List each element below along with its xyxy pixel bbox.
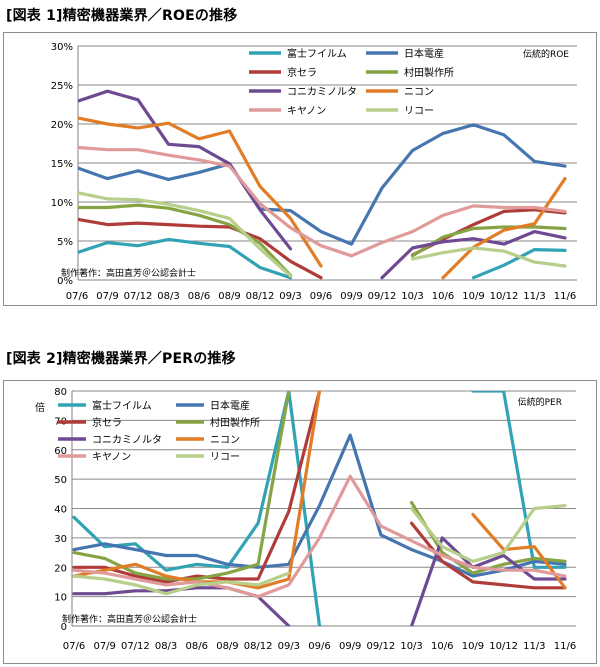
per-chart: 0102030405060708007/607/907/1208/308/608… xyxy=(3,380,597,664)
x-tick-label: 11/6 xyxy=(554,291,576,302)
legend-label: 村田製作所 xyxy=(210,416,260,429)
x-tick-label: 09/12 xyxy=(366,641,395,652)
y-tick-label: 40 xyxy=(54,505,67,516)
y-tick-label: 25% xyxy=(51,81,73,92)
per-chart-svg: 0102030405060708007/607/907/1208/308/608… xyxy=(35,387,576,652)
chart2-title: [図表 2]精密機器業界／PERの推移 xyxy=(6,351,236,367)
y-tick-label: 80 xyxy=(54,387,67,398)
chart-credit: 制作著作：高田直芳＠公認会計士 xyxy=(62,613,197,625)
y-tick-label: 50 xyxy=(54,475,67,486)
legend-label: キヤノン xyxy=(92,452,131,463)
y-tick-label: 30% xyxy=(51,42,73,53)
x-tick-label: 07/6 xyxy=(66,291,88,302)
series-line-3 xyxy=(78,203,567,277)
legend-label: ニコン xyxy=(210,435,240,446)
y-tick-label: 60 xyxy=(54,446,67,457)
y-tick-label: 30 xyxy=(54,534,67,545)
y-tick-label: 0% xyxy=(57,276,73,287)
x-tick-label: 09/9 xyxy=(339,641,361,652)
x-tick-label: 07/9 xyxy=(93,641,115,652)
roe-chart-svg: 0% 5% 10% 15% 20% 25% 30% 07/6 07/9 07/12 08/3 08/6… xyxy=(51,42,577,302)
legend-label: 日本電産 xyxy=(404,47,444,60)
x-tick-label: 11/3 xyxy=(523,291,545,302)
x-tick-label: 08/3 xyxy=(155,641,177,652)
x-tick-label: 09/3 xyxy=(278,641,300,652)
x-tick-label: 11/6 xyxy=(554,641,576,652)
x-tick-label: 09/6 xyxy=(310,291,332,302)
y-tick-label: 15% xyxy=(51,159,73,170)
legend-label: 京セラ xyxy=(92,416,122,429)
legend-label: リコー xyxy=(210,452,240,463)
series-line-5 xyxy=(78,116,567,280)
x-tick-label: 10/6 xyxy=(431,641,453,652)
series-lines xyxy=(72,391,567,626)
y-tick-label: 20 xyxy=(54,563,67,574)
x-tick-label: 09/9 xyxy=(340,291,362,302)
legend-label: コニカミノルタ xyxy=(287,86,357,98)
x-tick-label: 10/3 xyxy=(400,641,422,652)
series-line-6 xyxy=(72,474,567,599)
x-tick-label: 11/3 xyxy=(523,641,545,652)
legend-label: 日本電産 xyxy=(210,399,250,412)
chart-annotation: 伝統的ROE xyxy=(523,48,569,60)
x-tick-label: 07/6 xyxy=(63,641,85,652)
chart-annotation: 伝統的PER xyxy=(518,396,562,408)
series-line-7 xyxy=(72,504,567,596)
x-tick-label: 08/6 xyxy=(188,291,210,302)
y-tick-label: 20% xyxy=(51,120,73,131)
x-tick-label: 07/12 xyxy=(121,641,150,652)
legend-label: リコー xyxy=(404,106,434,117)
legend-label: コニカミノルタ xyxy=(92,434,162,446)
x-tick-label: 10/6 xyxy=(432,291,454,302)
series-line-7 xyxy=(78,191,567,278)
x-tick-label: 08/3 xyxy=(157,291,179,302)
legend-label: 富士フイルム xyxy=(92,399,152,412)
x-tick-label: 10/9 xyxy=(462,291,484,302)
legend-label: 京セラ xyxy=(287,66,317,79)
x-tick-label: 08/12 xyxy=(244,641,273,652)
legend-label: 富士フイルム xyxy=(287,47,347,60)
x-tick-label: 08/12 xyxy=(246,291,275,302)
x-tick-label: 07/9 xyxy=(96,291,118,302)
legend-label: キヤノン xyxy=(287,106,326,117)
x-tick-label: 09/3 xyxy=(279,291,301,302)
series-lines xyxy=(78,89,567,280)
series-line-1 xyxy=(78,123,567,246)
y-tick-label: 10 xyxy=(54,593,67,604)
x-tick-label: 08/6 xyxy=(186,641,208,652)
y-tick-label: 5% xyxy=(57,237,73,248)
x-tick-label: 08/9 xyxy=(218,291,240,302)
x-tick-label: 07/12 xyxy=(124,291,153,302)
series-line-6 xyxy=(78,145,567,258)
x-tick-label: 10/12 xyxy=(489,641,518,652)
x-tick-label: 09/6 xyxy=(308,641,330,652)
x-tick-label: 10/12 xyxy=(490,291,519,302)
chart1-title: [図表 1]精密機器業界／ROEの推移 xyxy=(6,8,238,24)
y-tick-label: 0 xyxy=(61,622,67,633)
legend-label: 村田製作所 xyxy=(404,66,454,79)
x-tick-label: 09/12 xyxy=(368,291,397,302)
series-line-1 xyxy=(72,433,567,578)
series-line-4 xyxy=(78,89,567,280)
y-tick-label: 10% xyxy=(51,198,73,209)
x-tick-label: 08/9 xyxy=(216,641,238,652)
x-tick-label: 10/9 xyxy=(462,641,484,652)
chart-credit: 制作著作：高田直芳＠公認会計士 xyxy=(61,267,196,279)
legend-label: ニコン xyxy=(404,87,434,98)
roe-chart: 0% 5% 10% 15% 20% 25% 30% 07/6 07/9 07/12 08/3 08/6… xyxy=(3,32,597,306)
y-unit-label: 倍 xyxy=(35,401,45,414)
x-tick-label: 10/3 xyxy=(401,291,423,302)
